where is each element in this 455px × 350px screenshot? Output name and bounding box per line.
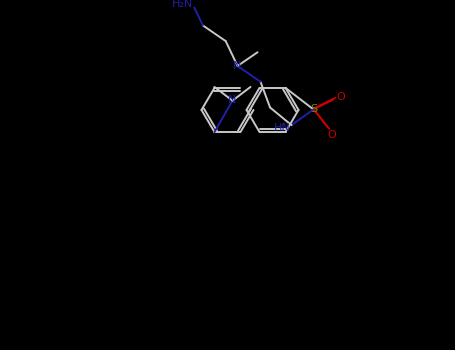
Text: H₂N: H₂N	[172, 0, 193, 9]
Text: O: O	[327, 130, 336, 140]
Text: HN: HN	[274, 123, 291, 133]
Text: O: O	[336, 92, 345, 102]
Text: N: N	[228, 95, 237, 105]
Text: N: N	[233, 61, 242, 71]
Text: S: S	[310, 104, 317, 114]
